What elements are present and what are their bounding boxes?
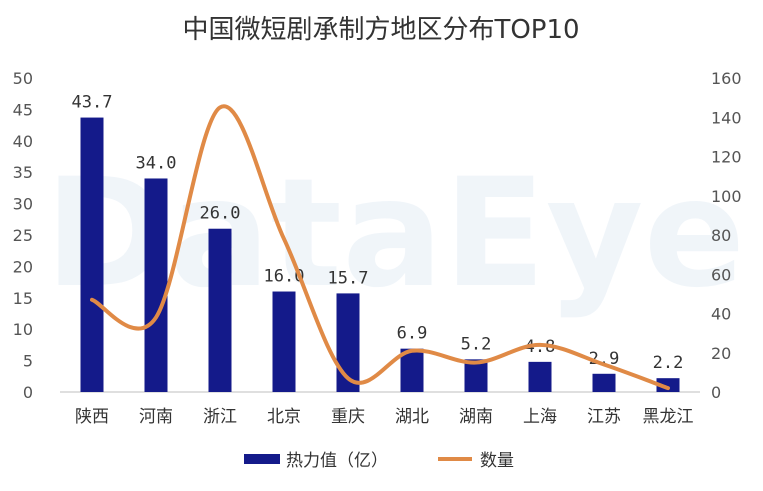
- bar-data-label: 5.2: [461, 334, 492, 354]
- bar-data-label: 26.0: [200, 204, 241, 224]
- bar-data-label: 43.7: [72, 93, 113, 113]
- category-label: 江苏: [587, 407, 621, 427]
- right-axis-tick-label: 60: [711, 265, 731, 284]
- bar: [528, 361, 552, 392]
- right-axis-tick-label: 160: [711, 69, 742, 88]
- left-axis-tick-label: 30: [13, 195, 33, 214]
- category-axis-labels: 陕西 河南 浙江 北京 重庆 湖北 湖南 上海 江苏 黑龙江: [75, 407, 694, 427]
- category-label: 河南: [139, 407, 173, 427]
- chart-title: 中国微短剧承制方地区分布TOP10: [182, 15, 579, 45]
- left-axis-tick-label: 40: [13, 132, 33, 151]
- bar-data-label: 6.9: [397, 324, 428, 344]
- category-label: 湖南: [459, 407, 493, 427]
- right-axis-tick-label: 140: [711, 108, 742, 127]
- bar: [592, 373, 616, 392]
- bar: [656, 378, 680, 392]
- category-label: 重庆: [331, 407, 365, 427]
- left-axis: 0 5 10 15 20 25 30 35 40 45 50: [13, 69, 33, 402]
- line-series-count: [90, 104, 670, 391]
- left-axis-tick-label: 15: [13, 289, 33, 308]
- legend-bar-swatch: [244, 454, 280, 464]
- left-axis-tick-label: 50: [13, 69, 33, 88]
- right-axis-tick-label: 40: [711, 305, 731, 324]
- bar: [144, 178, 168, 392]
- left-axis-tick-label: 10: [13, 320, 33, 339]
- bar-data-label: 2.2: [653, 353, 684, 373]
- category-label: 陕西: [75, 407, 109, 427]
- legend-bar-label: 热力值（亿）: [286, 451, 388, 471]
- bar: [336, 293, 360, 392]
- left-axis-tick-label: 35: [13, 163, 33, 182]
- right-axis-tick-label: 0: [711, 383, 721, 402]
- bar-data-label: 16.0: [264, 267, 305, 287]
- bar: [208, 228, 232, 392]
- left-axis-tick-label: 0: [23, 383, 33, 402]
- category-label: 北京: [267, 407, 301, 427]
- right-axis-tick-label: 100: [711, 187, 742, 206]
- category-label: 上海: [523, 407, 557, 427]
- right-axis-tick-label: 120: [711, 148, 742, 167]
- left-axis-tick-label: 25: [13, 226, 33, 245]
- left-axis-tick-label: 45: [13, 100, 33, 119]
- bar: [80, 117, 104, 393]
- bar-data-labels: 43.734.026.016.0 15.76.95.2 4.82.9 2.2: [72, 93, 684, 374]
- right-axis-tick-label: 20: [711, 344, 731, 363]
- bar-data-label: 15.7: [328, 268, 369, 288]
- legend-line-label: 数量: [480, 451, 514, 471]
- right-axis-tick-label: 80: [711, 226, 731, 245]
- left-axis-tick-label: 20: [13, 257, 33, 276]
- legend: 热力值（亿） 数量: [244, 451, 514, 471]
- bar-series: [80, 117, 680, 393]
- bar: [272, 291, 296, 392]
- left-axis-tick-label: 5: [23, 352, 33, 371]
- category-label: 湖北: [395, 407, 429, 427]
- bar: [400, 348, 424, 392]
- bar: [464, 359, 488, 392]
- category-label: 黑龙江: [643, 407, 694, 427]
- bar-data-label: 34.0: [136, 153, 177, 173]
- category-label: 浙江: [203, 407, 237, 427]
- right-axis: 0 20 40 60 80 100 120 140 160: [711, 69, 742, 402]
